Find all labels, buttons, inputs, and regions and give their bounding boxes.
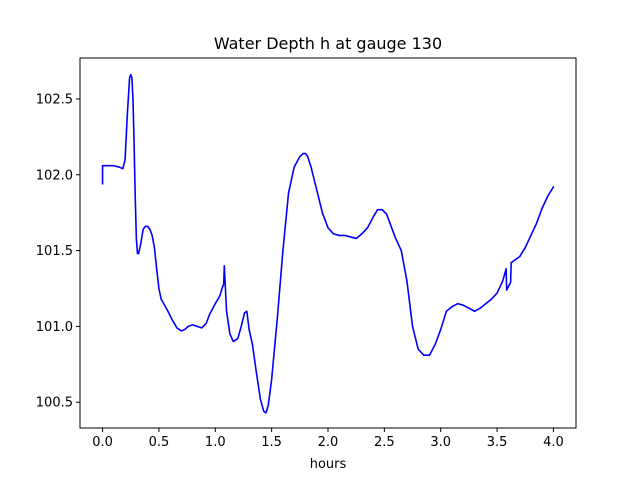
y-tick-label: 102.5 — [36, 92, 73, 107]
y-tick-label: 101.0 — [36, 320, 73, 335]
x-tick-label: 1.0 — [205, 435, 226, 450]
y-tick-label: 100.5 — [36, 396, 73, 411]
x-tick-label: 4.0 — [543, 435, 564, 450]
x-tick-label: 2.0 — [318, 435, 339, 450]
y-axis: 100.5 101.0 101.5 102.0 102.5 — [36, 92, 80, 411]
x-tick-label: 0.0 — [92, 435, 113, 450]
x-axis: 0.0 0.5 1.0 1.5 2.0 2.5 3.0 3.5 4.0 — [92, 428, 564, 450]
y-tick-label: 102.0 — [36, 168, 73, 183]
x-tick-label: 2.5 — [374, 435, 395, 450]
x-tick-label: 1.5 — [261, 435, 282, 450]
x-axis-label: hours — [310, 457, 347, 472]
chart-title: Water Depth h at gauge 130 — [214, 34, 442, 53]
y-tick-label: 101.5 — [36, 244, 73, 259]
series-layer — [101, 73, 555, 414]
x-tick-label: 3.0 — [430, 435, 451, 450]
series-line-0 — [101, 73, 555, 414]
x-tick-label: 0.5 — [149, 435, 170, 450]
x-tick-label: 3.5 — [487, 435, 508, 450]
